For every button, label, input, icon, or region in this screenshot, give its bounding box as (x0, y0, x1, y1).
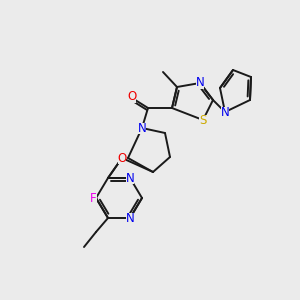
Text: N: N (220, 106, 230, 118)
Text: N: N (196, 76, 204, 89)
Bar (118, 152, 126, 164)
Bar (89, 193, 97, 203)
Bar (196, 77, 204, 88)
Text: N: N (138, 122, 146, 134)
Text: O: O (128, 91, 136, 103)
Bar (221, 106, 229, 118)
Text: N: N (126, 172, 134, 184)
Bar (128, 92, 136, 103)
Text: N: N (126, 212, 134, 224)
Text: F: F (90, 191, 96, 205)
Bar (126, 172, 134, 184)
Bar (138, 122, 146, 134)
Text: S: S (199, 113, 207, 127)
Bar (126, 212, 134, 224)
Bar (199, 115, 207, 125)
Text: O: O (117, 152, 127, 164)
